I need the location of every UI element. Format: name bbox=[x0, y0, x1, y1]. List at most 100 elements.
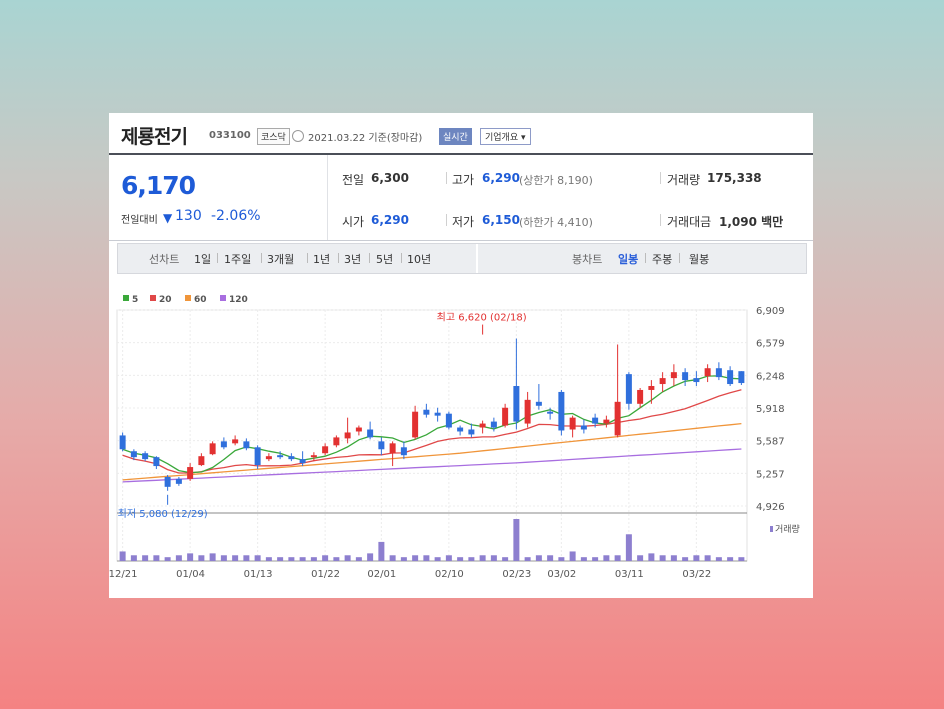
candle-body bbox=[490, 421, 497, 428]
legend-label: 120 bbox=[229, 295, 248, 305]
candle-body bbox=[254, 447, 261, 466]
volume-bar bbox=[243, 555, 250, 561]
volume-bar bbox=[569, 551, 576, 561]
candle-body bbox=[502, 407, 509, 426]
tab-1y[interactable]: 1년 bbox=[313, 253, 331, 266]
volume-bar bbox=[670, 555, 677, 561]
volume-bar bbox=[299, 557, 306, 561]
volume-legend-swatch bbox=[770, 526, 773, 532]
divider bbox=[660, 172, 661, 184]
volume-bar bbox=[502, 557, 509, 561]
company-overview-button[interactable]: 기업개요 ▾ bbox=[480, 128, 531, 145]
candle-body bbox=[535, 401, 542, 406]
ma20-line bbox=[122, 389, 742, 474]
y-tick-label: 6,579 bbox=[756, 339, 785, 350]
market-badge: 코스닥 bbox=[257, 128, 290, 145]
volume-bar bbox=[400, 557, 407, 561]
tab-divider bbox=[369, 253, 370, 263]
volume-bar bbox=[389, 555, 396, 561]
candle-body bbox=[592, 417, 599, 424]
volume-bar bbox=[344, 555, 351, 561]
candle-chart-title: 봉차트 bbox=[572, 253, 603, 266]
candle-body bbox=[243, 441, 250, 449]
low-value: 6,150 bbox=[482, 213, 520, 227]
x-tick-label: 02/23 bbox=[502, 569, 531, 580]
tab-10y[interactable]: 10년 bbox=[407, 253, 432, 266]
legend-swatch bbox=[150, 295, 156, 301]
volume-bar bbox=[198, 555, 205, 561]
candle-body bbox=[367, 429, 374, 438]
tab-daily[interactable]: 일봉 bbox=[618, 253, 639, 266]
volume-bar bbox=[367, 553, 374, 561]
volume-bar bbox=[254, 555, 261, 561]
x-tick-label: 01/04 bbox=[176, 569, 205, 580]
clock-icon bbox=[292, 130, 304, 142]
stock-name[interactable]: 제룡전기 bbox=[121, 126, 188, 148]
x-tick-label: 02/01 bbox=[367, 569, 396, 580]
upper-limit: (상한가 8,190) bbox=[519, 174, 593, 187]
candle-body bbox=[344, 432, 351, 439]
tab-divider bbox=[261, 253, 262, 263]
tab-divider bbox=[307, 253, 308, 263]
tab-5y[interactable]: 5년 bbox=[376, 253, 394, 266]
volume-bar bbox=[220, 555, 227, 561]
prev-close-value: 6,300 bbox=[371, 171, 409, 185]
candle-body bbox=[310, 455, 317, 458]
volume-bar bbox=[468, 557, 475, 561]
volume-bar bbox=[277, 557, 284, 561]
volume-bar bbox=[693, 555, 700, 561]
volume-bar bbox=[603, 555, 610, 561]
volume-bar bbox=[232, 555, 239, 561]
legend-label: 20 bbox=[159, 295, 172, 305]
candle-body bbox=[153, 457, 160, 467]
candle-body bbox=[603, 419, 610, 424]
tab-divider bbox=[401, 253, 402, 263]
base-date: 2021.03.22 기준(장마감) bbox=[308, 133, 423, 144]
volume-label: 거래량 bbox=[667, 173, 701, 187]
volume-bar bbox=[434, 557, 441, 561]
prev-close-label: 전일 bbox=[342, 173, 365, 187]
tab-3y[interactable]: 3년 bbox=[344, 253, 362, 266]
volume-bar bbox=[535, 555, 542, 561]
high-annotation: 최고 6,620 (02/18) bbox=[437, 312, 527, 324]
ma60-line bbox=[122, 422, 742, 481]
amount-label: 거래대금 bbox=[667, 215, 712, 229]
volume-bar bbox=[142, 555, 149, 561]
volume-bar bbox=[355, 557, 362, 561]
realtime-button[interactable]: 실시간 bbox=[439, 128, 472, 145]
volume-bar bbox=[423, 555, 430, 561]
candle-body bbox=[198, 456, 205, 466]
divider bbox=[660, 214, 661, 226]
legend-label: 60 bbox=[194, 295, 207, 305]
candle-body bbox=[175, 478, 182, 484]
volume-bar bbox=[130, 555, 137, 561]
tab-monthly[interactable]: 월봉 bbox=[689, 253, 710, 266]
current-price: 6,170 bbox=[121, 171, 196, 200]
candle-body bbox=[457, 427, 464, 432]
amount-value: 1,090 백만 bbox=[719, 215, 784, 229]
tab-1d[interactable]: 1일 bbox=[194, 253, 212, 266]
legend-label: 5 bbox=[132, 295, 138, 305]
candle-body bbox=[288, 456, 295, 460]
candle-body bbox=[479, 423, 486, 428]
candle-body bbox=[715, 368, 722, 378]
tab-weekly[interactable]: 주봉 bbox=[652, 253, 673, 266]
stock-card: 제룡전기 033100 코스닥 2021.03.22 기준(장마감) 실시간 기… bbox=[109, 113, 813, 598]
stock-code: 033100 bbox=[209, 130, 251, 141]
candle-body bbox=[625, 374, 632, 404]
plot-frame bbox=[116, 309, 748, 562]
tab-3m[interactable]: 3개월 bbox=[267, 253, 295, 266]
volume-bar bbox=[727, 557, 734, 561]
x-tick-label: 02/10 bbox=[435, 569, 464, 580]
candle-body bbox=[637, 389, 644, 404]
open-value: 6,290 bbox=[371, 213, 409, 227]
period-tabs: 선차트 1일 1주일 3개월 1년 3년 5년 10년 봉차트 일봉 주봉 월봉 bbox=[117, 243, 807, 274]
y-tick-label: 5,257 bbox=[756, 469, 785, 480]
open-label: 시가 bbox=[342, 215, 365, 229]
volume-bar bbox=[547, 555, 554, 561]
x-tick-label: 01/13 bbox=[244, 569, 273, 580]
candle-body bbox=[119, 435, 126, 450]
volume-bar bbox=[490, 555, 497, 561]
tab-1w[interactable]: 1주일 bbox=[224, 253, 252, 266]
x-tick-label: 12/21 bbox=[109, 569, 137, 580]
